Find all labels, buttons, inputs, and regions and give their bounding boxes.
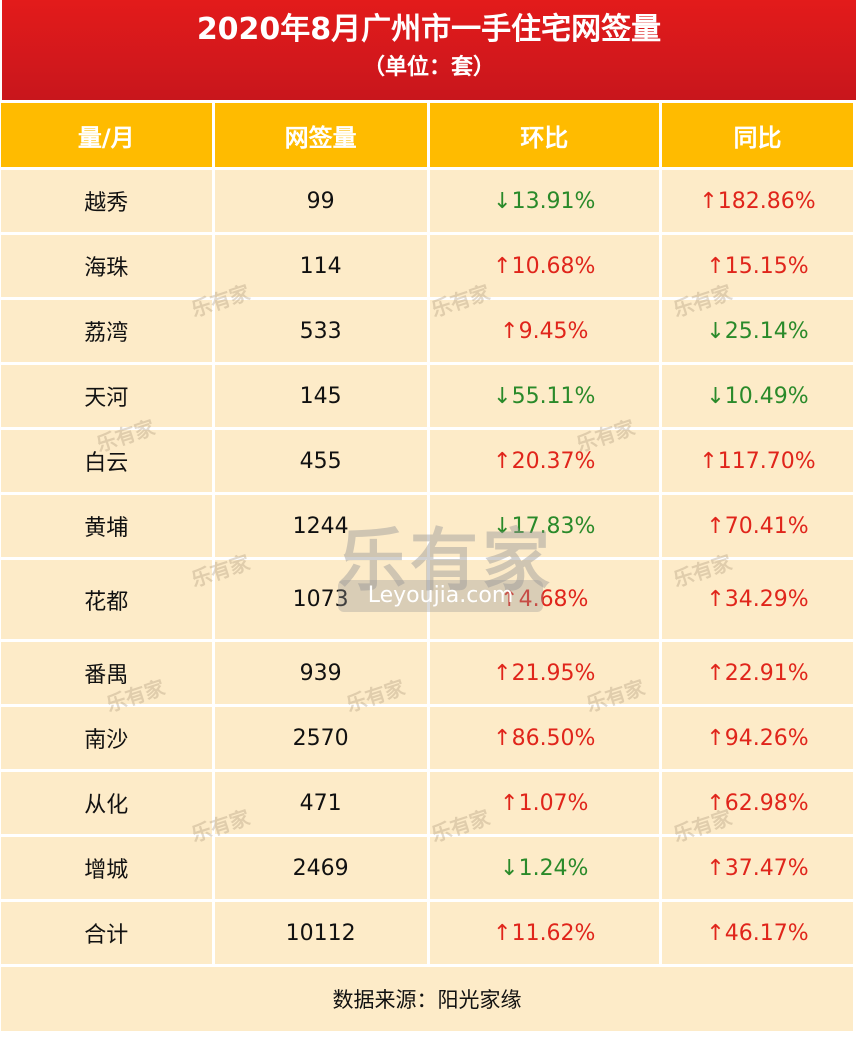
mom-cell: ↑1.07% bbox=[429, 772, 659, 834]
yoy-cell: ↑117.70% bbox=[661, 430, 853, 492]
district-cell: 番禺 bbox=[1, 642, 212, 704]
count-cell: 99 bbox=[214, 170, 427, 232]
table-row: 越秀 99 ↓13.91% ↑182.86% bbox=[1, 170, 853, 232]
table-row: 荔湾 533 ↑9.45% ↓25.14% bbox=[1, 300, 853, 362]
table-row: 从化 471 ↑1.07% ↑62.98% bbox=[1, 772, 853, 834]
district-cell: 合计 bbox=[1, 902, 212, 964]
table-header-row: 量/月 网签量 环比 同比 bbox=[1, 103, 853, 167]
data-source: 数据来源：阳光家缘 bbox=[1, 967, 853, 1031]
col-header-count: 网签量 bbox=[214, 103, 427, 167]
yoy-cell: ↑70.41% bbox=[661, 495, 853, 557]
table-row: 增城 2469 ↓1.24% ↑37.47% bbox=[1, 837, 853, 899]
yoy-cell: ↑94.26% bbox=[661, 707, 853, 769]
yoy-cell: ↑15.15% bbox=[661, 235, 853, 297]
table-row: 花都 1073 ↑4.68% ↑34.29% bbox=[1, 560, 853, 639]
mom-cell: ↑10.68% bbox=[429, 235, 659, 297]
district-cell: 天河 bbox=[1, 365, 212, 427]
district-cell: 越秀 bbox=[1, 170, 212, 232]
count-cell: 533 bbox=[214, 300, 427, 362]
yoy-cell: ↑37.47% bbox=[661, 837, 853, 899]
watermark-logo: 乐有家 bbox=[338, 522, 555, 601]
yoy-cell: ↓10.49% bbox=[661, 365, 853, 427]
yoy-cell: ↑182.86% bbox=[661, 170, 853, 232]
count-cell: 114 bbox=[214, 235, 427, 297]
table-row: 天河 145 ↓55.11% ↓10.49% bbox=[1, 365, 853, 427]
title-banner: 2020年8月广州市一手住宅网签量 （单位：套） bbox=[2, 0, 856, 100]
mom-cell: ↑4.68% bbox=[429, 560, 659, 639]
mom-cell: ↓55.11% bbox=[429, 365, 659, 427]
district-cell: 南沙 bbox=[1, 707, 212, 769]
yoy-cell: ↓25.14% bbox=[661, 300, 853, 362]
mom-cell: ↓1.24% bbox=[429, 837, 659, 899]
unit-subtitle: （单位：套） bbox=[362, 55, 495, 80]
yoy-cell: ↑46.17% bbox=[661, 902, 853, 964]
col-header-mom: 环比 bbox=[429, 103, 659, 167]
count-cell: 1073 bbox=[214, 560, 427, 639]
watermark-url: Leyoujia.com bbox=[338, 580, 543, 612]
count-cell: 1244 bbox=[214, 495, 427, 557]
district-cell: 海珠 bbox=[1, 235, 212, 297]
page-title: 2020年8月广州市一手住宅网签量 bbox=[196, 12, 662, 47]
district-cell: 花都 bbox=[1, 560, 212, 639]
table-row: 黄埔 1244 ↓17.83% ↑70.41% bbox=[1, 495, 853, 557]
sales-table: 量/月 网签量 环比 同比 越秀 99 ↓13.91% ↑182.86% 海珠 114 ↑1… bbox=[0, 100, 856, 1034]
count-cell: 2570 bbox=[214, 707, 427, 769]
district-cell: 增城 bbox=[1, 837, 212, 899]
table-row: 海珠 114 ↑10.68% ↑15.15% bbox=[1, 235, 853, 297]
yoy-cell: ↑34.29% bbox=[661, 560, 853, 639]
col-header-yoy: 同比 bbox=[661, 103, 853, 167]
table-row: 南沙 2570 ↑86.50% ↑94.26% bbox=[1, 707, 853, 769]
district-cell: 白云 bbox=[1, 430, 212, 492]
mom-cell: ↑21.95% bbox=[429, 642, 659, 704]
mom-cell: ↑86.50% bbox=[429, 707, 659, 769]
count-cell: 145 bbox=[214, 365, 427, 427]
mom-cell: ↑20.37% bbox=[429, 430, 659, 492]
count-cell: 455 bbox=[214, 430, 427, 492]
count-cell: 2469 bbox=[214, 837, 427, 899]
mom-cell: ↑11.62% bbox=[429, 902, 659, 964]
count-cell: 10112 bbox=[214, 902, 427, 964]
mom-cell: ↓17.83% bbox=[429, 495, 659, 557]
mom-cell: ↓13.91% bbox=[429, 170, 659, 232]
col-header-district: 量/月 bbox=[1, 103, 212, 167]
district-cell: 黄埔 bbox=[1, 495, 212, 557]
report-sheet: 2020年8月广州市一手住宅网签量 （单位：套） bbox=[2, 0, 856, 100]
yoy-cell: ↑22.91% bbox=[661, 642, 853, 704]
source-row: 数据来源：阳光家缘 bbox=[1, 967, 853, 1031]
table-row: 合计 10112 ↑11.62% ↑46.17% bbox=[1, 902, 853, 964]
mom-cell: ↑9.45% bbox=[429, 300, 659, 362]
district-cell: 荔湾 bbox=[1, 300, 212, 362]
count-cell: 471 bbox=[214, 772, 427, 834]
yoy-cell: ↑62.98% bbox=[661, 772, 853, 834]
table-row: 番禺 939 ↑21.95% ↑22.91% bbox=[1, 642, 853, 704]
table-row: 白云 455 ↑20.37% ↑117.70% bbox=[1, 430, 853, 492]
count-cell: 939 bbox=[214, 642, 427, 704]
district-cell: 从化 bbox=[1, 772, 212, 834]
